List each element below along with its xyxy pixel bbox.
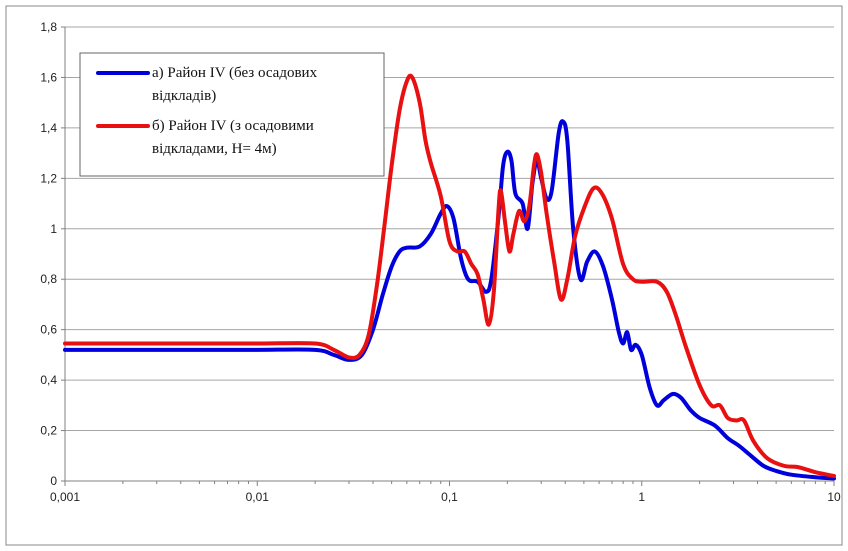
y-tick-label: 0 xyxy=(50,474,57,488)
y-tick-label: 1 xyxy=(50,222,57,236)
legend-label: а) Район IV (без осадових xyxy=(152,65,318,81)
legend: а) Район IV (без осадових відкладів) б) Ра… xyxy=(79,52,385,177)
gridlines xyxy=(65,26,834,432)
y-tick-label: 1,6 xyxy=(40,70,57,84)
x-tick-label: 10 xyxy=(827,490,841,504)
y-tick-label: 0,6 xyxy=(40,323,57,337)
legend-label: відкладами, H= 4м) xyxy=(152,141,277,157)
y-tick-label: 0,4 xyxy=(40,373,57,387)
y-tick-label: 1,8 xyxy=(40,20,57,34)
x-tick-label: 1 xyxy=(638,490,645,504)
x-tick-label: 0,01 xyxy=(246,490,270,504)
y-tick-label: 1,2 xyxy=(40,171,57,185)
series-line-b xyxy=(63,73,836,478)
x-tick-label: 0,1 xyxy=(441,490,458,504)
tick-labels: 0 0,2 0,4 0,6 0,8 1 1,2 1,4 1,6 1,8 0,001 0,01 0,1 1 1… xyxy=(40,20,841,504)
y-tick-label: 0,2 xyxy=(40,424,57,438)
series-lines xyxy=(63,73,836,481)
y-tick-label: 0,8 xyxy=(40,272,57,286)
legend-label: відкладів) xyxy=(152,88,216,104)
x-tick-label: 0,001 xyxy=(50,490,80,504)
y-tick-label: 1,4 xyxy=(40,121,57,135)
axes xyxy=(61,26,835,486)
legend-label: б) Район IV (з осадовими xyxy=(152,118,314,134)
